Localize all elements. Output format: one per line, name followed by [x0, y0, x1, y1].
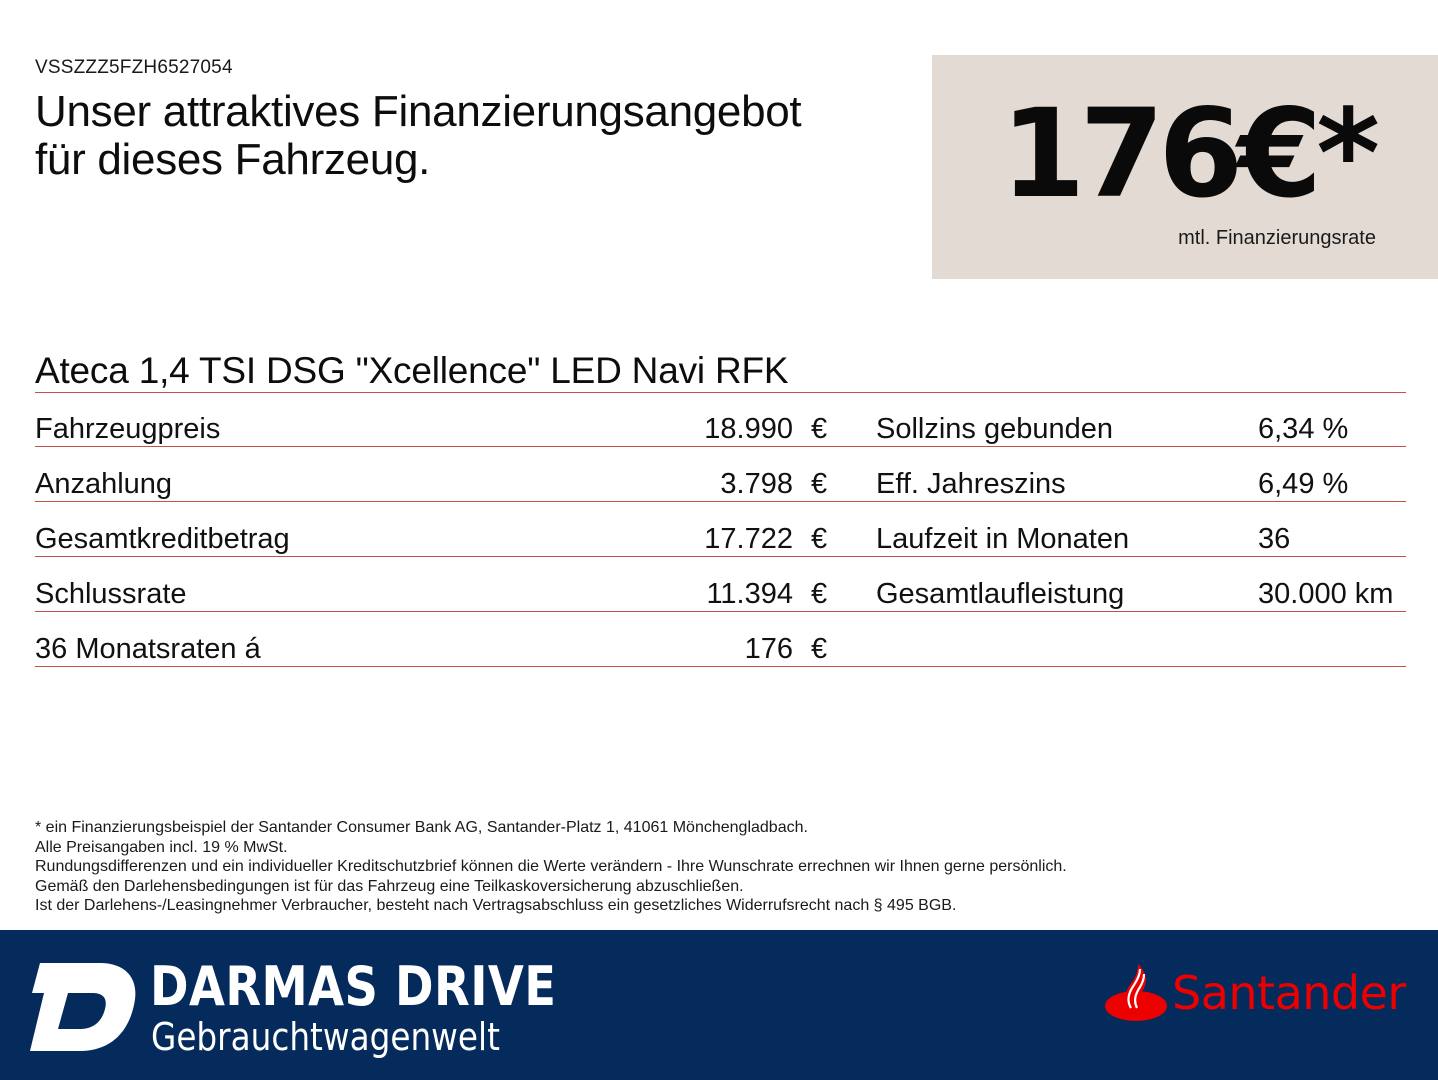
spec-value: 6,49 % — [1258, 468, 1349, 500]
page-headline: Unser attraktives Finanzierungsangebot f… — [35, 88, 915, 184]
financing-specs-table: Fahrzeugpreis 18.990 € Sollzins gebunden… — [35, 392, 1406, 667]
footnote-line: Ist der Darlehens-/Leasingnehmer Verbrau… — [35, 897, 957, 914]
spec-row: 36 Monatsraten á 176 € — [35, 612, 1406, 667]
spec-row: Schlussrate 11.394 € Gesamtlaufleistung … — [35, 557, 1406, 612]
euro-unit: € — [811, 633, 828, 665]
spec-value: 17.722 — [704, 523, 793, 555]
spec-value: 3.798 — [720, 468, 793, 500]
santander-logo: Santander — [1104, 962, 1406, 1024]
headline-line-2: für dieses Fahrzeug. — [35, 135, 431, 184]
spec-label: Anzahlung — [35, 468, 173, 500]
spec-value: 18.990 — [704, 413, 793, 445]
euro-unit: € — [811, 578, 828, 610]
bank-name: Santander — [1172, 966, 1406, 1020]
monthly-rate-box: 176€* mtl. Finanzierungsrate — [932, 55, 1438, 279]
spec-label: Schlussrate — [35, 578, 187, 610]
footnote-line: * ein Finanzierungsbeispiel der Santande… — [35, 819, 808, 836]
dealer-name: DARMAS DRIVE — [150, 955, 557, 1018]
spec-value: 6,34 % — [1258, 413, 1349, 445]
footnote-line: Alle Preisangaben incl. 19 % MwSt. — [35, 838, 288, 856]
spec-label: Fahrzeugpreis — [35, 413, 221, 445]
vin-number: VSSZZZ5FZH6527054 — [35, 57, 233, 78]
spec-label: Gesamtkreditbetrag — [35, 523, 290, 555]
spec-row: Gesamtkreditbetrag 17.722 € Laufzeit in … — [35, 502, 1406, 557]
dealer-subtitle: Gebrauchtwagenwelt — [151, 1015, 500, 1059]
spec-label: Gesamtlaufleistung — [876, 578, 1125, 610]
monthly-rate-amount: 176€* — [1000, 83, 1380, 225]
footnote-line: Rundungsdifferenzen und ein individuelle… — [35, 858, 1067, 875]
euro-unit: € — [811, 468, 828, 500]
monthly-rate-label: mtl. Finanzierungsrate — [1178, 227, 1376, 249]
spec-value: 36 — [1258, 523, 1291, 555]
footnote-line: Gemäß den Darlehensbedingungen ist für d… — [35, 877, 744, 895]
vehicle-title: Ateca 1,4 TSI DSG "Xcellence" LED Navi R… — [35, 350, 1406, 393]
headline-line-1: Unser attraktives Finanzierungsangebot — [35, 87, 802, 136]
spec-value: 176 — [744, 633, 793, 665]
spec-row: Fahrzeugpreis 18.990 € Sollzins gebunden… — [35, 392, 1406, 447]
euro-unit: € — [811, 413, 828, 445]
branding-footer: DARMAS DRIVE Gebrauchtwagenwelt Santande… — [0, 930, 1438, 1080]
spec-label: Eff. Jahreszins — [876, 468, 1066, 500]
spec-value: 11.394 — [706, 578, 793, 610]
spec-row: Anzahlung 3.798 € Eff. Jahreszins 6,49 % — [35, 447, 1406, 502]
spec-label: Laufzeit in Monaten — [876, 523, 1130, 555]
spec-value: 30.000 km — [1258, 578, 1394, 610]
legal-footnote: * ein Finanzierungsbeispiel der Santande… — [35, 818, 1067, 916]
euro-unit: € — [811, 523, 828, 555]
spec-label: Sollzins gebunden — [876, 413, 1114, 445]
darmas-drive-d-logo-icon — [30, 963, 136, 1051]
santander-flame-icon — [1105, 964, 1167, 1021]
spec-label: 36 Monatsraten á — [35, 633, 261, 665]
